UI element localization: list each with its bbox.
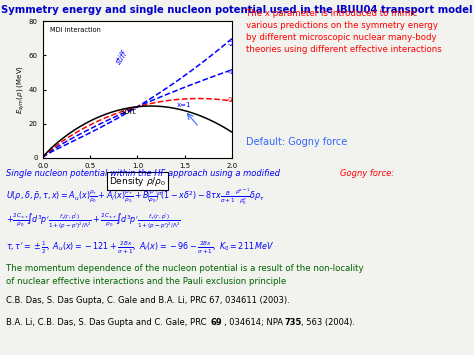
Text: Density $\rho/\rho_0$: Density $\rho/\rho_0$ xyxy=(109,175,166,187)
Text: -1: -1 xyxy=(228,69,235,75)
Text: , 563 (2004).: , 563 (2004). xyxy=(301,318,356,327)
Text: B.A. Li, C.B. Das, S. Das Gupta and C. Gale, PRC: B.A. Li, C.B. Das, S. Das Gupta and C. G… xyxy=(6,318,209,327)
Text: Gogny force:: Gogny force: xyxy=(340,169,394,178)
Text: 735: 735 xyxy=(285,318,302,327)
Text: Default: Gogny force: Default: Gogny force xyxy=(246,137,348,147)
Text: $\tau,\tau' = \pm\frac{1}{2},\ A_u(x) = -121+\frac{2Bx}{\sigma+1},\ A_l(x) = -96: $\tau,\tau' = \pm\frac{1}{2},\ A_u(x) = … xyxy=(6,240,274,256)
Text: The momentum dependence of the nucleon potential is a result of the non-locality: The momentum dependence of the nucleon p… xyxy=(6,264,363,286)
Text: -2: -2 xyxy=(228,41,235,47)
Text: stiff: stiff xyxy=(114,49,129,66)
Text: soft: soft xyxy=(120,106,136,116)
Text: $+\frac{2C_{\tau,\tau}}{\rho_0}\!\int\! d^3p'\frac{f_\tau(r,p')}{1+(p-p')^2/\Lam: $+\frac{2C_{\tau,\tau}}{\rho_0}\!\int\! … xyxy=(6,211,181,231)
Text: MDI interaction: MDI interaction xyxy=(50,27,101,33)
Y-axis label: $E_{sym}(\rho)$ (MeV): $E_{sym}(\rho)$ (MeV) xyxy=(16,65,27,114)
Text: 69: 69 xyxy=(211,318,223,327)
Text: 0: 0 xyxy=(228,97,232,103)
Text: C.B. Das, S. Das Gupta, C. Gale and B.A. Li, PRC 67, 034611 (2003).: C.B. Das, S. Das Gupta, C. Gale and B.A.… xyxy=(6,296,290,305)
Text: , 034614; NPA: , 034614; NPA xyxy=(224,318,286,327)
Text: Single nucleon potential within the HF approach using a modified: Single nucleon potential within the HF a… xyxy=(6,169,283,178)
Text: x=1: x=1 xyxy=(177,102,192,108)
Text: $U(\rho,\delta,\bar{p},\tau,x) = A_u(x)\frac{\rho_\tau}{\rho_0} + A_l(x)\frac{\r: $U(\rho,\delta,\bar{p},\tau,x) = A_u(x)\… xyxy=(6,186,265,207)
Text: The x parameter is introduced to mimic
various predictions on the symmetry energ: The x parameter is introduced to mimic v… xyxy=(246,9,442,54)
Text: Symmetry energy and single nucleon potential used in the IBUU04 transport model: Symmetry energy and single nucleon poten… xyxy=(1,5,473,15)
